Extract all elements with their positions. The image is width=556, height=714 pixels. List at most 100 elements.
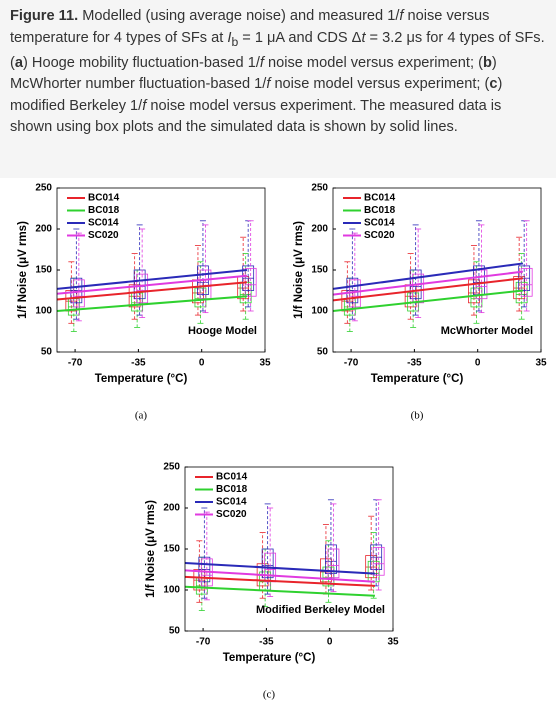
box	[365, 555, 378, 579]
box	[133, 269, 146, 300]
y-axis-title: 1/f Noise (μV rms)	[145, 500, 157, 598]
model-line	[184, 575, 375, 587]
plot-frame	[332, 187, 542, 353]
box	[128, 284, 141, 308]
caption-text: t	[361, 29, 366, 46]
model-line	[56, 274, 248, 295]
caption-text: ) Hooge mobility fluctuation-based 1/	[23, 54, 260, 71]
model-line	[332, 289, 524, 312]
caption-text: f	[266, 76, 271, 93]
box	[520, 267, 533, 297]
caption-text: noise versus temperature for 4 types of …	[10, 8, 490, 46]
caption-text: ) McWhorter number fluctuation-based 1/	[10, 54, 497, 93]
legend-label: SC014	[364, 218, 395, 229]
caption-text: = 3.2 μs for 4 types of SFs. (	[10, 29, 545, 71]
y-tick-label: 150	[311, 265, 328, 276]
x-axis-title: Temperature (°C)	[371, 373, 464, 385]
box	[513, 276, 526, 300]
model-line	[56, 295, 247, 312]
y-tick-label: 200	[163, 503, 180, 514]
legend-label: BC014	[88, 193, 120, 204]
legend-label: BC014	[364, 193, 396, 204]
caption-text: a	[14, 54, 23, 71]
model-line	[184, 585, 375, 597]
model-annotation: Hooge Model	[188, 325, 257, 337]
y-axis-title: 1/f Noise (μV rms)	[17, 221, 29, 319]
y-tick-label: 50	[317, 347, 329, 358]
caption-text: Figure 11.	[10, 8, 79, 24]
y-tick-label: 200	[311, 224, 328, 235]
x-tick-label: 35	[387, 637, 399, 648]
y-tick-label: 100	[163, 585, 180, 596]
model-line	[184, 569, 375, 583]
panel-label: (b)	[411, 410, 424, 422]
legend-label: SC014	[216, 497, 247, 508]
x-tick-label: -70	[196, 637, 211, 648]
legend-label: BC018	[88, 205, 120, 216]
x-tick-label: 0	[475, 358, 481, 369]
box	[325, 544, 337, 575]
caption-text: noise model versus experiment. The measu…	[10, 97, 502, 136]
x-tick-label: -35	[259, 637, 274, 648]
legend-label: SC020	[364, 230, 395, 241]
model-line	[332, 277, 524, 302]
legend-label: BC014	[216, 472, 248, 483]
caption-text: ) modified Berkeley 1/	[10, 76, 503, 114]
model-line	[332, 270, 524, 296]
legend-label: SC014	[88, 218, 119, 229]
x-tick-label: 35	[259, 358, 271, 369]
box	[72, 279, 85, 308]
y-axis-title: 1/f Noise (μV rms)	[293, 221, 305, 319]
x-axis-title: Temperature (°C)	[95, 373, 188, 385]
legend-label: BC018	[216, 484, 248, 495]
model-line	[184, 561, 375, 575]
caption-text: noise model versus experiment; (	[270, 76, 490, 93]
x-tick-label: 35	[535, 358, 547, 369]
panel-label: (c)	[263, 689, 276, 701]
plot-area	[57, 188, 265, 352]
x-tick-label: 0	[199, 358, 205, 369]
legend-label: BC018	[364, 205, 396, 216]
box	[136, 273, 149, 304]
caption-text: f	[399, 8, 404, 24]
model-annotation: Modified Berkeley Model	[256, 604, 385, 616]
box	[261, 548, 274, 579]
caption-text: c	[489, 76, 498, 93]
caption-text: f	[142, 97, 147, 114]
y-tick-label: 150	[163, 544, 180, 555]
caption-text: b	[482, 54, 492, 71]
model-annotation: McWhorter Model	[441, 325, 533, 337]
box	[327, 548, 340, 579]
plot-frame	[184, 466, 394, 632]
model-line	[56, 269, 248, 290]
x-tick-label: -35	[407, 358, 422, 369]
y-tick-label: 250	[163, 462, 180, 473]
plot-area	[185, 467, 393, 631]
box	[322, 566, 335, 587]
caption-text: noise model versus experiment; (	[263, 54, 483, 71]
box	[470, 287, 483, 308]
caption-text: I	[227, 29, 232, 46]
y-tick-label: 100	[311, 306, 328, 317]
caption-text: b	[231, 34, 239, 49]
legend-label: SC020	[216, 509, 247, 520]
box	[515, 281, 528, 304]
y-tick-label: 250	[311, 183, 328, 194]
legend-label: SC020	[88, 230, 119, 241]
x-tick-label: 0	[327, 637, 333, 648]
x-axis-title: Temperature (°C)	[223, 652, 316, 664]
y-tick-label: 150	[35, 265, 52, 276]
x-tick-label: -35	[131, 358, 146, 369]
model-line	[332, 262, 524, 290]
plot-area	[333, 188, 541, 352]
y-tick-label: 200	[35, 224, 52, 235]
y-tick-label: 100	[35, 306, 52, 317]
y-tick-label: 250	[35, 183, 52, 194]
caption-text: Modelled (using average noise) and measu…	[78, 8, 400, 24]
model-line	[56, 281, 248, 301]
y-tick-label: 50	[169, 626, 181, 637]
